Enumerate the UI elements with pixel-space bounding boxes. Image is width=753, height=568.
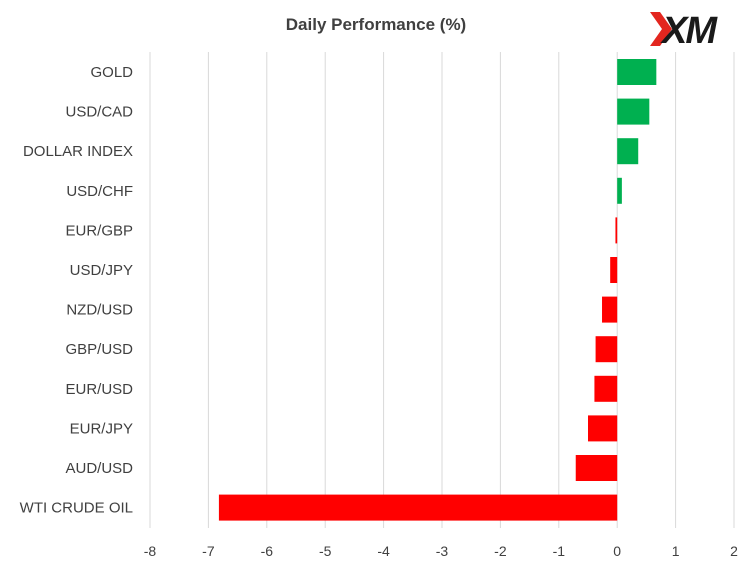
bar-wti-crude-oil <box>218 494 618 521</box>
bar-dollar-index <box>617 138 639 165</box>
chart-title: Daily Performance (%) <box>286 15 466 34</box>
x-tick-label: -6 <box>261 543 274 559</box>
bar-nzd-usd <box>602 296 618 323</box>
category-label: EUR/GBP <box>65 222 133 239</box>
bar-aud-usd <box>575 455 618 481</box>
xm-logo-mark-icon <box>650 12 672 46</box>
x-tick-label: 2 <box>730 543 738 559</box>
bar-eur-gbp <box>615 217 618 244</box>
x-tick-label: -4 <box>377 543 390 559</box>
category-label: USD/CHF <box>66 183 133 200</box>
grid-lines <box>149 52 735 528</box>
category-labels: GOLD USD/CAD DOLLAR INDEX USD/CHF EUR/GBP USD… <box>20 64 134 517</box>
xm-logo: XM <box>650 10 720 52</box>
bar-usd-chf <box>617 177 622 204</box>
x-tick-labels: -8 -7 -6 -5 -4 -3 -2 -1 0 1 2 <box>144 543 738 559</box>
category-label: GOLD <box>90 64 133 81</box>
category-label: WTI CRUDE OIL <box>20 500 133 517</box>
bar-eur-usd <box>594 375 618 402</box>
bar-usd-jpy <box>610 257 618 283</box>
xm-logo-text: XM <box>660 10 718 52</box>
category-label: USD/JPY <box>70 262 133 279</box>
category-label: AUD/USD <box>65 460 133 477</box>
x-tick-label: -7 <box>202 543 215 559</box>
x-tick-label: -3 <box>436 543 449 559</box>
category-label: EUR/JPY <box>70 420 133 437</box>
x-tick-label: -8 <box>144 543 157 559</box>
x-tick-label: -1 <box>553 543 566 559</box>
x-tick-label: -5 <box>319 543 332 559</box>
category-label: NZD/USD <box>66 302 133 319</box>
x-tick-label: -2 <box>494 543 507 559</box>
bars <box>218 59 657 521</box>
bar-gbp-usd <box>595 336 618 363</box>
category-label: GBP/USD <box>65 341 133 358</box>
category-label: EUR/USD <box>65 381 133 398</box>
bar-gold <box>617 59 657 85</box>
category-label: USD/CAD <box>65 104 133 121</box>
x-tick-label: 0 <box>613 543 621 559</box>
category-label: DOLLAR INDEX <box>23 143 133 160</box>
bar-eur-jpy <box>588 415 618 442</box>
bar-usd-cad <box>617 98 650 125</box>
x-tick-label: 1 <box>672 543 680 559</box>
